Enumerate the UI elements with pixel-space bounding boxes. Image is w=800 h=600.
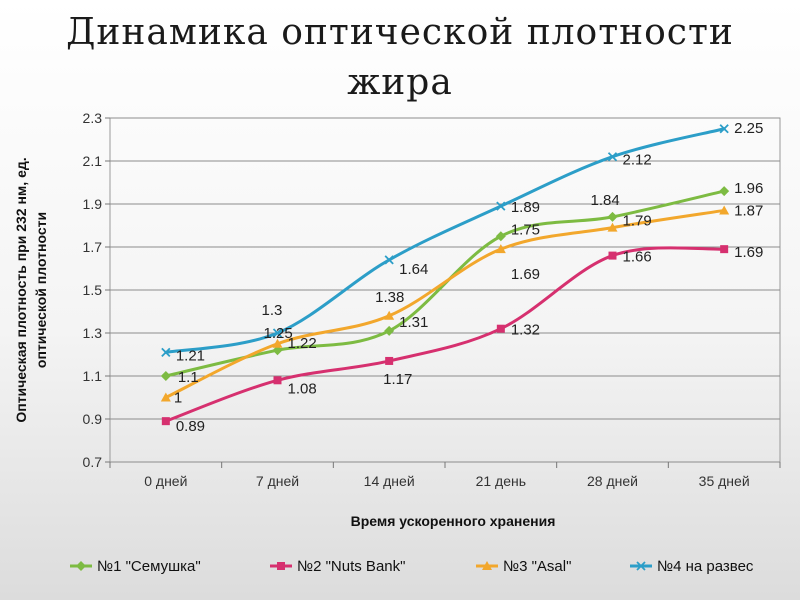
x-tick-label: 14 дней xyxy=(364,473,415,489)
data-label: 2.12 xyxy=(623,152,652,169)
y-tick-label: 1.9 xyxy=(83,196,103,212)
x-axis-title: Время ускоренного хранения xyxy=(351,513,556,529)
grid-lines xyxy=(109,117,781,463)
data-point xyxy=(272,338,283,348)
legend-swatch-marker xyxy=(76,561,86,571)
legend-item-4: №4 на развес xyxy=(630,558,754,575)
y-tick-label: 1.5 xyxy=(83,282,103,298)
data-point xyxy=(719,124,729,134)
series-line xyxy=(164,127,726,354)
data-point xyxy=(608,251,617,260)
x-tick-label: 7 дней xyxy=(256,473,299,489)
legend-label: №3 "Asal" xyxy=(503,558,571,575)
data-label: 1.75 xyxy=(511,221,540,238)
legend-label: №2 "Nuts Bank" xyxy=(297,558,405,575)
legend-swatch-marker-stroke xyxy=(636,561,646,571)
data-point-stroke xyxy=(161,347,171,357)
data-label: 1.87 xyxy=(734,202,763,219)
data-label: 1.96 xyxy=(734,180,763,197)
data-label: 2.25 xyxy=(734,120,763,137)
data-point xyxy=(272,328,283,338)
data-label: 1.69 xyxy=(511,266,540,283)
data-point xyxy=(495,244,506,254)
data-label: 1.64 xyxy=(399,261,428,278)
data-point xyxy=(384,310,395,320)
y-tick-label: 1.1 xyxy=(83,368,103,384)
x-tick-label: 35 дней xyxy=(699,473,750,489)
data-label: 1.22 xyxy=(288,335,317,352)
data-label: 1.89 xyxy=(511,199,540,216)
legend-swatch-marker xyxy=(277,562,285,570)
data-point xyxy=(496,324,505,333)
slide-title: Динамика оптической плотности жира xyxy=(66,12,734,103)
data-point-stroke xyxy=(719,124,729,134)
data-label: 0.89 xyxy=(176,418,205,435)
data-point xyxy=(273,376,282,385)
y-tick-label: 0.9 xyxy=(83,411,103,427)
axes: 0.7 0.9 1.1 1.3 1.5 1.7 1.9 2.1 2.3 0 дней 7 дней 1… xyxy=(83,110,781,489)
legend-label: №1 "Семушка" xyxy=(97,558,201,575)
data-point xyxy=(495,231,506,242)
series-3 xyxy=(160,205,730,402)
data-point xyxy=(607,211,618,222)
data-labels: 1.11.221.311.751.841.960.891.081.171.321… xyxy=(174,120,764,435)
legend-swatch-marker xyxy=(482,561,492,570)
data-point xyxy=(607,152,618,162)
data-point xyxy=(720,245,729,254)
data-point xyxy=(719,205,730,215)
y-tick-label: 1.3 xyxy=(83,325,103,341)
data-point xyxy=(160,392,171,402)
data-label: 1.66 xyxy=(623,249,652,266)
data-point xyxy=(384,255,394,265)
x-tick-label: 28 дней xyxy=(587,473,638,489)
legend-label: №4 на развес xyxy=(657,558,754,575)
data-label: 1.21 xyxy=(176,347,205,364)
data-point xyxy=(496,201,506,211)
data-label: 1.38 xyxy=(375,289,404,306)
data-label: 1.32 xyxy=(511,322,540,339)
y-tick-label: 1.7 xyxy=(83,239,103,255)
data-label: 1.08 xyxy=(288,380,317,397)
y-tick-label: 2.3 xyxy=(83,110,103,126)
x-tick-label: 0 дней xyxy=(144,473,187,489)
data-label: 1.1 xyxy=(178,369,199,386)
data-point xyxy=(385,356,394,365)
data-label: 1.31 xyxy=(399,314,428,331)
series-line xyxy=(164,246,726,423)
legend-item-3: №3 "Asal" xyxy=(476,558,571,575)
data-point-stroke xyxy=(384,255,394,265)
series-layer xyxy=(160,124,730,426)
data-point xyxy=(719,186,730,197)
data-label: 1.69 xyxy=(734,244,763,261)
y-axis-title-line: Оптическая плотность при 232 нм, ед. xyxy=(13,157,29,422)
series-line xyxy=(164,208,726,399)
data-point xyxy=(161,347,171,357)
data-label: 1.3 xyxy=(262,302,283,319)
data-label: 1.25 xyxy=(264,325,293,342)
legend: №1 "Семушка" №2 "Nuts Bank" №3 "Asal" №4 на… xyxy=(70,558,754,575)
data-label: 1.84 xyxy=(591,192,620,209)
data-point-stroke xyxy=(496,201,506,211)
y-tick-label: 0.7 xyxy=(83,454,103,470)
data-point-stroke xyxy=(607,152,618,162)
legend-item-2: №2 "Nuts Bank" xyxy=(270,558,405,575)
data-label: 1.79 xyxy=(623,213,652,230)
legend-swatch-marker xyxy=(636,561,646,571)
axis-titles: Время ускоренного хранения Оптическая пло… xyxy=(13,157,555,529)
legend-item-1: №1 "Семушка" xyxy=(70,558,201,575)
data-label: 1 xyxy=(174,390,182,407)
x-tick-label: 21 день xyxy=(476,473,526,489)
series-4 xyxy=(161,124,729,357)
data-point xyxy=(384,325,395,336)
y-axis-title-line: оптической плотности xyxy=(33,212,49,368)
data-point-stroke xyxy=(272,328,283,338)
y-tick-label: 2.1 xyxy=(83,153,103,169)
data-label: 1.17 xyxy=(383,371,412,388)
data-point xyxy=(160,371,171,381)
data-point xyxy=(607,222,618,232)
series-2 xyxy=(161,245,729,426)
data-point xyxy=(161,417,170,426)
